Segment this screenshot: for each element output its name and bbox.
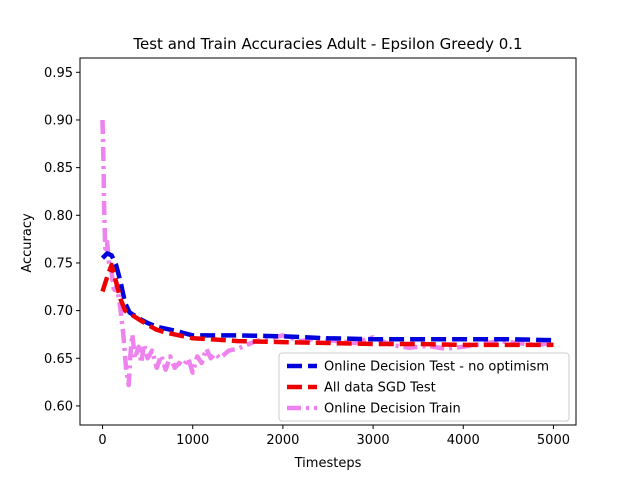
series-line-0 (100, 251, 554, 343)
y-tick-label: 0.65 (44, 352, 73, 367)
plot-area (79, 57, 577, 426)
x-tick-label: 1000 (176, 433, 209, 448)
series-line-1 (100, 262, 554, 348)
y-axis-label: Accuracy (20, 213, 35, 273)
y-tick-label: 0.80 (44, 209, 73, 224)
x-tick-label: 0 (98, 433, 106, 448)
y-axis: 0.60 0.65 0.70 0.75 0.80 0.85 0.90 0.95 (44, 66, 80, 414)
y-tick-label: 0.60 (44, 399, 73, 414)
x-tick-label: 4000 (447, 433, 480, 448)
y-tick-label: 0.95 (44, 66, 73, 81)
y-tick-label: 0.85 (44, 161, 73, 176)
y-tick-label: 0.70 (44, 304, 73, 319)
x-axis: 0 1000 2000 3000 4000 5000 (98, 425, 570, 448)
chart-title: Test and Train Accuracies Adult - Epsilo… (132, 35, 522, 53)
legend-label: Online Decision Train (324, 402, 461, 417)
y-tick-label: 0.75 (44, 256, 73, 271)
x-tick-label: 3000 (357, 433, 390, 448)
legend-label: All data SGD Test (324, 381, 436, 396)
legend-label: Online Decision Test - no optimism (324, 360, 549, 375)
x-axis-label: Timesteps (294, 456, 362, 471)
legend-box (278, 352, 570, 422)
y-tick-label: 0.90 (44, 113, 73, 128)
plot-frame (79, 57, 577, 426)
x-tick-label: 2000 (266, 433, 299, 448)
legend: Online Decision Test - no optimism All da… (278, 352, 570, 422)
x-tick-label: 5000 (537, 433, 570, 448)
